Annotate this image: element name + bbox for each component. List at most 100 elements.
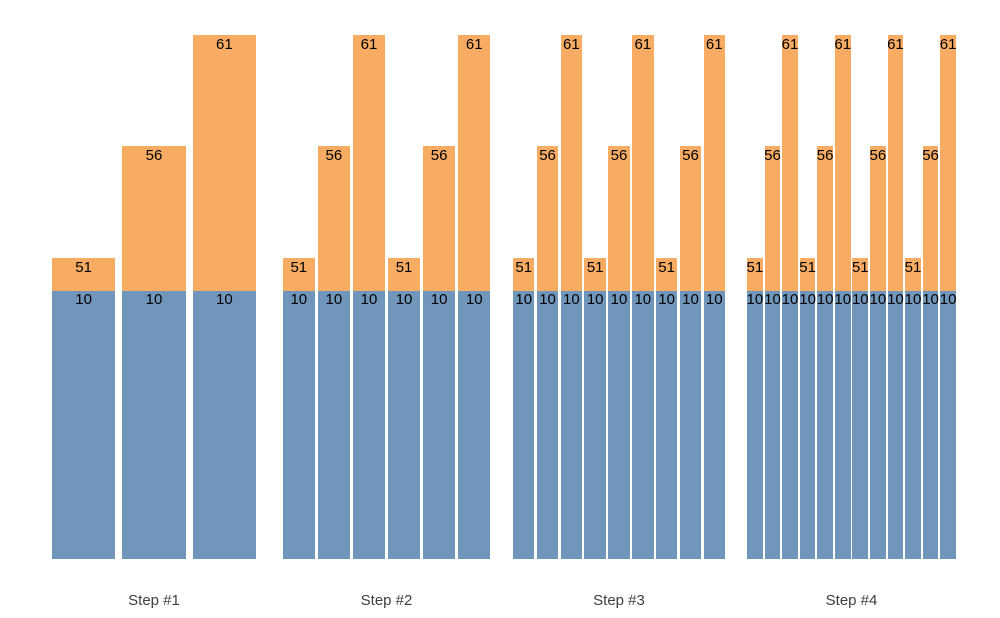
bar-segment-base (799, 291, 816, 559)
bar-value-label: 56 (325, 147, 343, 165)
bar-value-label: 51 (746, 258, 764, 276)
bar-segment-top (703, 34, 725, 291)
bar-base-label: 10 (904, 291, 922, 308)
group-label: Step #1 (128, 592, 180, 609)
bar-value-label: 61 (563, 35, 580, 53)
bar-segment-top (852, 257, 869, 291)
bar-segment-base (817, 291, 834, 559)
bar-segment-base (52, 291, 116, 559)
bar-value-label: 56 (764, 147, 781, 165)
bar-segment-top (560, 34, 583, 291)
bar-base-label: 10 (145, 291, 163, 308)
bar-segment-base (353, 291, 385, 559)
bar-value-label: 51 (290, 258, 308, 276)
bar-segment-base (560, 291, 583, 559)
bar-segment-top (458, 34, 490, 291)
bar-segment-top (52, 257, 116, 291)
bar-value-label: 56 (869, 147, 887, 165)
bar-base-label: 10 (834, 291, 852, 308)
bar-segment-base (703, 291, 725, 559)
bar-segment-base (632, 291, 654, 559)
bar-segment-top (922, 146, 939, 291)
bar-value-label: 56 (816, 147, 834, 165)
bar-value-label: 61 (360, 35, 378, 53)
bar-base-label: 10 (682, 291, 699, 308)
bar-value-label: 56 (682, 147, 699, 165)
bar-segment-top (283, 257, 315, 291)
bar-base-label: 10 (360, 291, 378, 308)
bar-segment-top (679, 146, 702, 291)
bar-segment-base (423, 291, 455, 559)
bar-base-label: 10 (563, 291, 580, 308)
bar-base-label: 10 (634, 291, 652, 308)
bar-segment-top (388, 257, 420, 291)
bar-value-label: 51 (586, 258, 604, 276)
bar-base-label: 10 (75, 291, 92, 308)
bar-base-label: 10 (799, 291, 816, 308)
bar-segment-top (584, 257, 606, 291)
bar-base-label: 10 (705, 291, 723, 308)
group-label: Step #3 (593, 592, 645, 609)
bar-value-label: 56 (539, 147, 556, 165)
bar-base-label: 10 (515, 291, 533, 308)
bar-segment-top (608, 146, 630, 291)
bar-segment-top (940, 34, 956, 291)
bar-segment-base (905, 291, 921, 559)
bar-segment-base (834, 291, 851, 559)
bar-value-label: 61 (834, 35, 852, 53)
bar-segment-top (423, 146, 455, 291)
bar-segment-top (353, 34, 385, 291)
bar-segment-base (922, 291, 939, 559)
bar-segment-base (852, 291, 869, 559)
bar-base-label: 10 (922, 291, 939, 308)
bar-value-label: 51 (515, 258, 533, 276)
bar-base-label: 10 (746, 291, 764, 308)
bar-base-label: 10 (216, 291, 233, 308)
bar-segment-top (905, 257, 921, 291)
bar-base-label: 10 (610, 291, 628, 308)
bar-segment-base (536, 291, 559, 559)
bar-value-label: 61 (939, 35, 957, 53)
bar-segment-base (869, 291, 886, 559)
bar-base-label: 10 (939, 291, 957, 308)
bar-segment-base (513, 291, 535, 559)
bar-base-label: 10 (816, 291, 834, 308)
bar-value-label: 61 (887, 35, 904, 53)
bar-value-label: 61 (465, 35, 483, 53)
bar-value-label: 51 (75, 258, 92, 276)
bar-segment-base (764, 291, 781, 559)
bar-value-label: 56 (145, 147, 163, 165)
bar-segment-top (632, 34, 654, 291)
bar-value-label: 51 (851, 258, 869, 276)
bar-segment-top (655, 257, 678, 291)
bar-segment-base (747, 291, 763, 559)
bar-segment-top (318, 146, 350, 291)
bar-base-label: 10 (869, 291, 887, 308)
bar-base-label: 10 (395, 291, 413, 308)
bar-value-label: 56 (610, 147, 628, 165)
bar-segment-base (122, 291, 186, 559)
bar-segment-base (887, 291, 904, 559)
bar-base-label: 10 (586, 291, 604, 308)
bar-segment-top (869, 146, 886, 291)
bar-segment-top (536, 146, 559, 291)
bar-value-label: 56 (922, 147, 939, 165)
bar-segment-top (834, 34, 851, 291)
bar-segment-base (679, 291, 702, 559)
bar-segment-top (764, 146, 781, 291)
bar-base-label: 10 (325, 291, 343, 308)
bar-value-label: 51 (904, 258, 922, 276)
bar-base-label: 10 (539, 291, 556, 308)
bar-segment-top (513, 257, 535, 291)
bar-base-label: 10 (887, 291, 904, 308)
bar-value-label: 56 (430, 147, 448, 165)
group-label: Step #2 (360, 592, 413, 609)
bar-segment-base (283, 291, 315, 559)
bar-segment-base (782, 291, 798, 559)
bar-value-label: 61 (705, 35, 723, 53)
bar-base-label: 10 (465, 291, 483, 308)
bar-base-label: 10 (781, 291, 799, 308)
bar-segment-base (584, 291, 606, 559)
bar-segment-top (887, 34, 904, 291)
